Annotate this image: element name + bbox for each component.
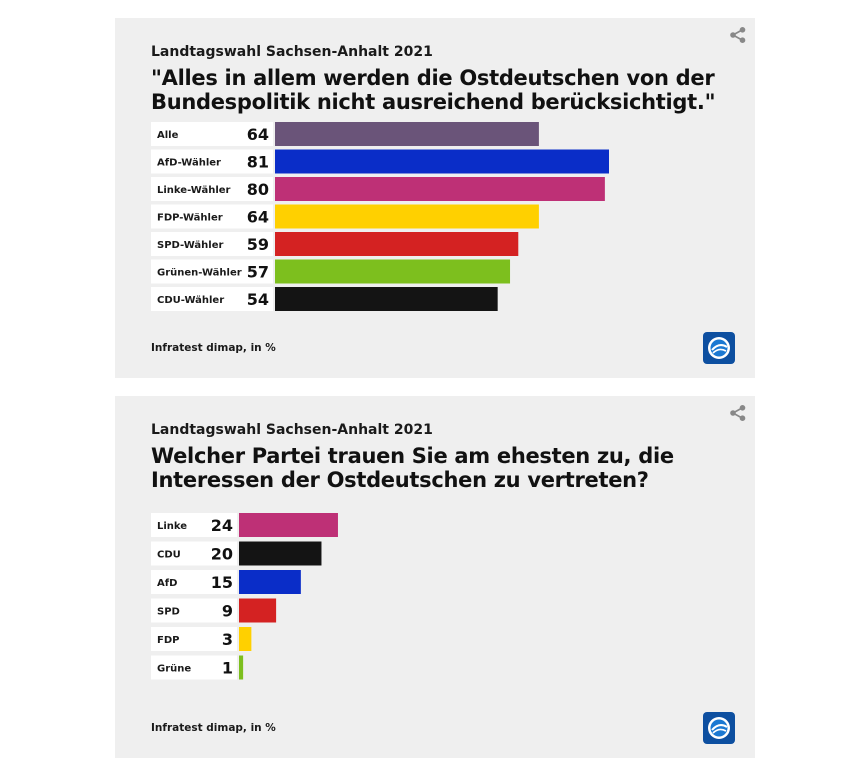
label-box	[151, 627, 237, 651]
label-box	[151, 122, 273, 146]
category-label: AfD-Wähler	[157, 158, 221, 169]
bar	[239, 627, 252, 651]
category-label: SPD	[157, 607, 180, 618]
bar	[239, 655, 244, 680]
chart-subtitle: Landtagswahl Sachsen-Anhalt 2021	[151, 44, 433, 60]
label-box	[151, 287, 273, 311]
value-label: 1	[222, 659, 233, 678]
category-label: Linke-Wähler	[157, 185, 231, 196]
value-label: 59	[247, 235, 269, 254]
category-label: SPD-Wähler	[157, 240, 223, 251]
bar-chart: Linke 24 CDU 20 AfD 15 SPD 9 FDP 3 Grüne 1	[151, 513, 338, 680]
chart-title: Welcher Partei trauen Sie am ehesten zu,…	[151, 444, 674, 492]
category-label: CDU-Wähler	[157, 295, 224, 306]
value-label: 81	[247, 153, 269, 172]
category-label: FDP-Wähler	[157, 213, 223, 224]
value-label: 64	[247, 125, 269, 144]
category-label: FDP	[157, 635, 179, 646]
share-icon[interactable]	[729, 26, 747, 44]
tagesschau-logo-icon[interactable]	[703, 332, 735, 364]
value-label: 9	[222, 602, 233, 621]
value-label: 24	[211, 516, 233, 535]
bar	[275, 177, 605, 201]
chart-card-2: Landtagswahl Sachsen-Anhalt 2021 Welcher…	[115, 396, 755, 758]
bar	[239, 598, 277, 623]
bar	[239, 513, 338, 537]
tagesschau-logo-icon[interactable]	[703, 712, 735, 744]
category-label: Grünen-Wähler	[157, 268, 242, 279]
share-icon[interactable]	[729, 404, 747, 422]
label-box	[151, 177, 273, 201]
value-label: 80	[247, 180, 269, 199]
bar	[239, 570, 301, 594]
chart-title: "Alles in allem werden die Ostdeutschen …	[151, 66, 716, 114]
source-note: Infratest dimap, in %	[151, 342, 276, 354]
category-label: Alle	[157, 130, 179, 141]
value-label: 54	[247, 290, 269, 309]
category-label: Linke	[157, 521, 187, 532]
bar	[275, 232, 519, 256]
bar	[239, 541, 322, 566]
value-label: 64	[247, 208, 269, 227]
label-box	[151, 232, 273, 256]
label-box	[151, 541, 237, 566]
label-box	[151, 570, 237, 594]
value-label: 3	[222, 630, 233, 649]
label-box	[151, 513, 237, 537]
category-label: Grüne	[157, 664, 191, 675]
value-label: 20	[211, 545, 233, 564]
chart-card-1: Landtagswahl Sachsen-Anhalt 2021 "Alles …	[115, 18, 755, 378]
label-box	[151, 598, 237, 623]
bar	[275, 287, 498, 311]
value-label: 15	[211, 573, 233, 592]
label-box	[151, 655, 237, 680]
label-box	[151, 149, 273, 174]
category-label: CDU	[157, 550, 181, 561]
bar	[275, 259, 511, 284]
label-box	[151, 259, 273, 284]
bar	[275, 204, 539, 229]
category-label: AfD	[157, 578, 177, 589]
value-label: 57	[247, 263, 269, 282]
chart-subtitle: Landtagswahl Sachsen-Anhalt 2021	[151, 422, 433, 438]
bar	[275, 122, 539, 146]
bar-chart: Alle 64 AfD-Wähler 81 Linke-Wähler 80 FDP-Wähl…	[151, 122, 609, 311]
bar	[275, 149, 609, 174]
label-box	[151, 204, 273, 229]
source-note: Infratest dimap, in %	[151, 722, 276, 734]
